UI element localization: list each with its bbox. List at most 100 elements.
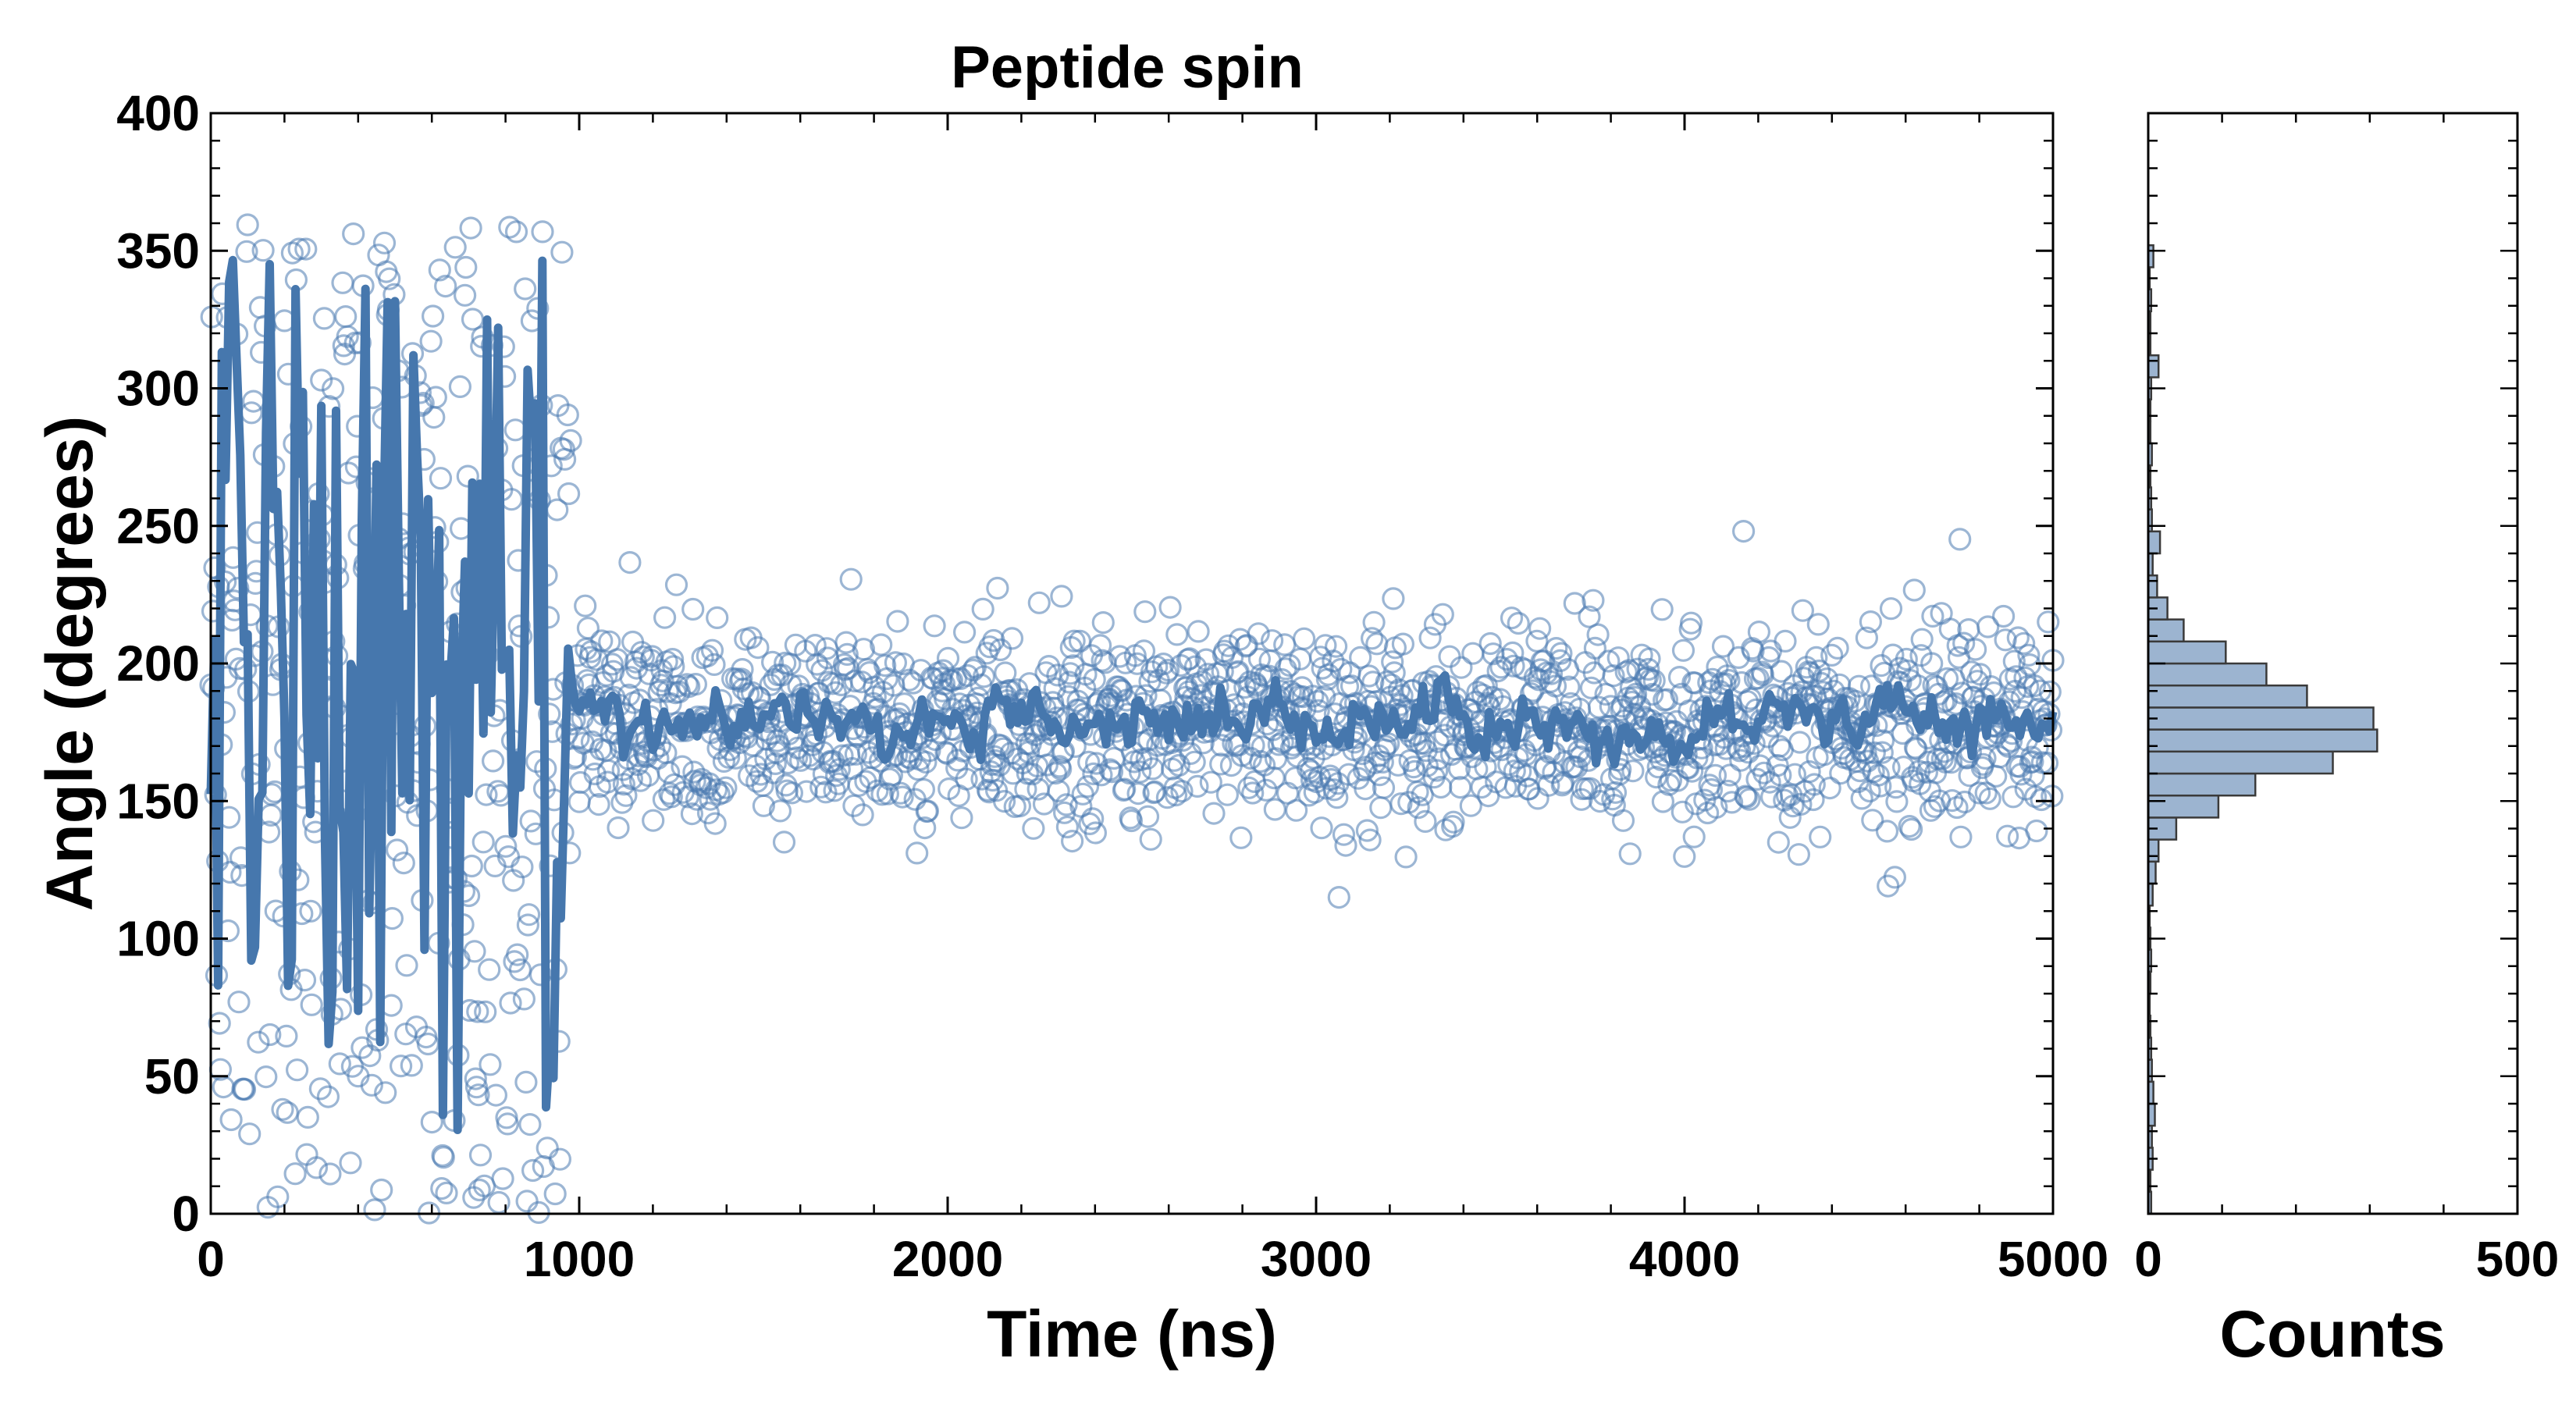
scatter-point [1100,760,1124,784]
scatter-point [891,785,914,809]
scatter-point [1597,649,1621,673]
histogram-bar [2147,662,2268,687]
scatter-point [1705,795,1728,819]
scatter-point [238,1122,262,1146]
scatter-point [504,220,528,244]
scatter-point [1809,825,1832,848]
scatter-point [557,482,581,506]
scatter-point [1327,885,1350,909]
scatter-point [1745,767,1769,791]
scatter-point [475,783,498,806]
scatter-point [422,405,446,429]
scatter-point [1450,656,1473,679]
scatter-point [389,1055,413,1078]
scatter-point [258,1023,282,1047]
scatter-point [751,774,774,798]
scatter-point [1720,791,1744,814]
scatter-point [1324,635,1348,658]
scatter-point [1950,681,1973,705]
scatter-point [1767,831,1790,854]
scatter-point [676,785,700,809]
scatter-point [952,621,977,644]
scatter-point [1478,631,1502,656]
scatter-point [1870,741,1894,764]
scatter-point [1156,658,1180,682]
scatter-point [1952,631,1976,655]
scatter-point [271,1097,294,1121]
scatter-point [724,746,747,770]
scatter-point [1202,802,1226,825]
scatter-point [986,576,1009,600]
scatter-point [1818,776,1841,800]
histogram-bar [2147,794,2220,819]
scatter-point [1128,760,1152,784]
scatter-point [1670,800,1694,823]
scatter-point [1368,763,1392,787]
scatter-point [1603,781,1628,804]
scatter-point [293,968,317,992]
scatter-point [2018,653,2041,677]
scatter-point [1978,787,2001,810]
scatter-point [1260,629,1284,653]
scatter-point [746,635,770,660]
scatter-point [275,1024,298,1048]
scatter-point [226,576,250,600]
scatter-point [1500,606,1524,630]
scatter-point [1217,634,1240,657]
scatter-point [1733,735,1756,758]
scatter-point [247,1030,270,1054]
scatter-point [618,550,642,574]
scatter-point [1155,661,1178,685]
histogram-bar [2147,530,2161,555]
scatter-point [1650,598,1674,621]
histogram-axis-ticks [2147,112,2519,1215]
scatter-point [310,368,333,392]
scatter-point [576,617,600,640]
scatter-point [468,1144,493,1167]
scatter-point [432,1146,455,1169]
scatter-point [443,236,467,259]
scatter-point [511,855,534,879]
scatter-point [703,812,727,835]
scatter-point [1332,823,1356,846]
scatter-point [1113,777,1137,801]
scatter-point [700,638,724,662]
scatter-point [1438,645,1461,668]
scatter-point [1388,693,1412,717]
histogram-bar [2147,706,2375,731]
scatter-point [1828,673,1852,696]
scatter-point [499,991,522,1015]
scatter-point [1391,632,1415,656]
scatter-point [664,573,688,596]
scatter-point [1735,785,1758,809]
scatter-point [300,993,323,1016]
histogram-bar [2147,354,2160,379]
scatter-point [1900,817,1923,841]
scatter-point [484,1083,508,1107]
scatter-point [463,940,486,963]
scatter-point [1035,753,1059,777]
scatter-point [1746,667,1770,690]
y-tick-label: 100 [116,911,200,967]
scatter-point [528,963,553,987]
scatter-point [1134,684,1158,707]
scatter-point [1209,752,1233,776]
scatter-point [1151,652,1176,676]
scatter-point [950,806,973,830]
scatter-point [334,305,358,329]
scatter-point [1691,746,1714,770]
scatter-point [1165,623,1189,646]
scatter-point [517,903,541,927]
scatter-point [835,642,859,667]
scatter-point [2034,713,2058,736]
scatter-point [1781,795,1805,818]
scatter-point [1679,611,1703,635]
scatter-point [749,763,773,786]
scatter-point [1022,816,1045,840]
scatter-point [491,1167,514,1190]
scatter-point [1820,643,1844,667]
histogram-bar [2147,684,2308,709]
scatter-point [1557,675,1581,699]
scatter-point [1186,774,1209,799]
scatter-point [752,794,776,817]
